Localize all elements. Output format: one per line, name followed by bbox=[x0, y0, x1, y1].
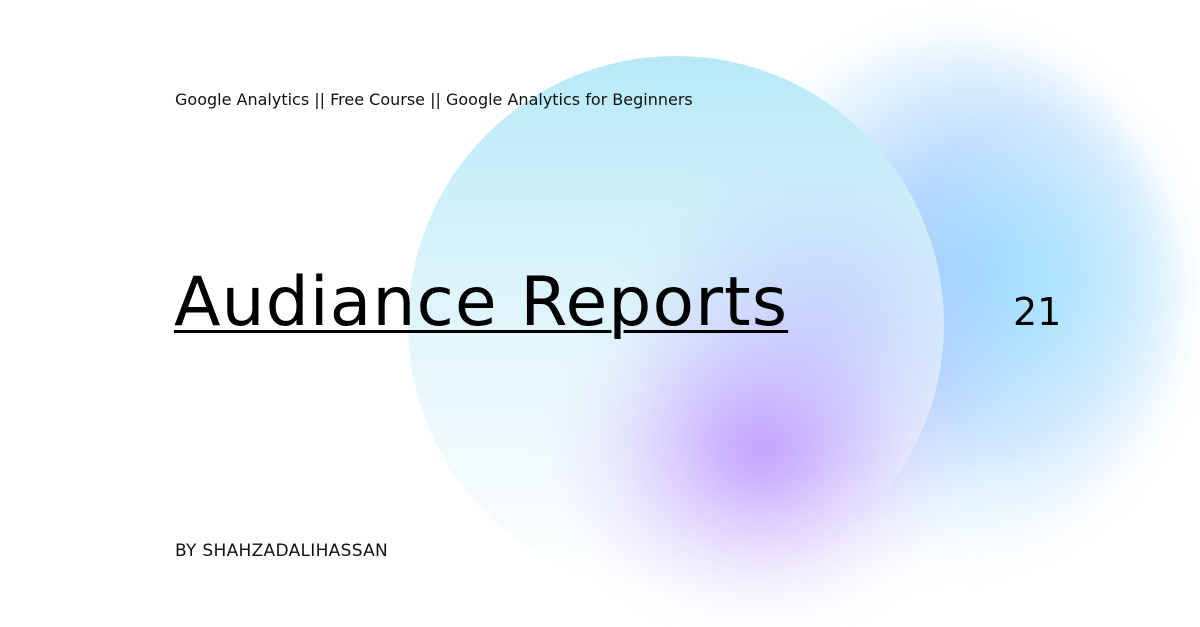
course-subtitle: Google Analytics || Free Course || Googl… bbox=[175, 90, 693, 109]
purple-glow-decoration bbox=[560, 280, 960, 620]
episode-number: 21 bbox=[1013, 290, 1062, 334]
page-title: Audiance Reports bbox=[174, 263, 789, 342]
author-byline: BY SHAHZADALIHASSAN bbox=[175, 541, 389, 561]
